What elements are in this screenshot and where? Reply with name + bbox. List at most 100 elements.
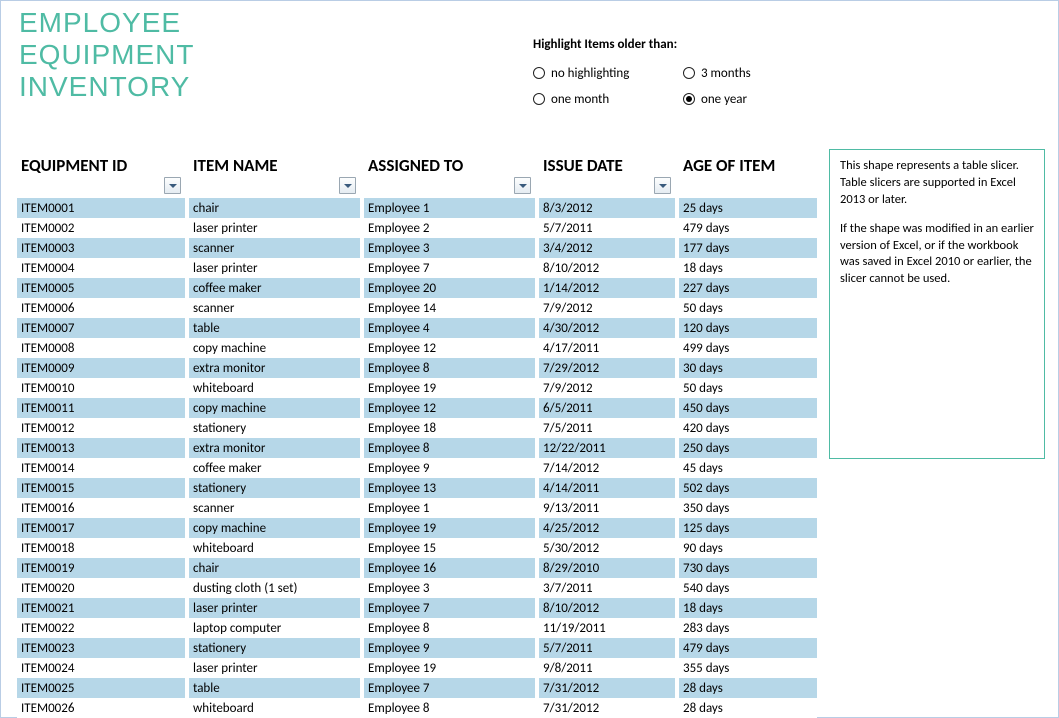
table-row[interactable]: ITEM0020dusting cloth (1 set)Employee 33… (17, 578, 817, 598)
table-cell[interactable]: Employee 19 (362, 378, 537, 398)
table-cell[interactable]: 1/14/2012 (537, 278, 677, 298)
table-cell[interactable]: scanner (187, 238, 362, 258)
table-row[interactable]: ITEM0022laptop computerEmployee 811/19/2… (17, 618, 817, 638)
table-row[interactable]: ITEM0014coffee makerEmployee 97/14/20124… (17, 458, 817, 478)
col-assigned-to[interactable]: ASSIGNED TO (362, 149, 537, 198)
radio-no-highlighting[interactable]: no highlighting (533, 62, 683, 84)
table-cell[interactable]: 4/14/2011 (537, 478, 677, 498)
table-cell[interactable]: 8/10/2012 (537, 598, 677, 618)
table-cell[interactable]: 8/29/2010 (537, 558, 677, 578)
table-cell[interactable]: 283 days (677, 618, 817, 638)
table-cell[interactable]: 502 days (677, 478, 817, 498)
table-cell[interactable]: 8/10/2012 (537, 258, 677, 278)
table-row[interactable]: ITEM0008copy machineEmployee 124/17/2011… (17, 338, 817, 358)
table-cell[interactable]: Employee 19 (362, 658, 537, 678)
table-cell[interactable]: stationery (187, 418, 362, 438)
table-cell[interactable]: ITEM0022 (17, 618, 187, 638)
table-cell[interactable]: ITEM0014 (17, 458, 187, 478)
table-cell[interactable]: ITEM0001 (17, 198, 187, 218)
table-cell[interactable]: 125 days (677, 518, 817, 538)
table-cell[interactable]: 5/30/2012 (537, 538, 677, 558)
table-cell[interactable]: laser printer (187, 218, 362, 238)
table-cell[interactable]: 25 days (677, 198, 817, 218)
table-cell[interactable]: 45 days (677, 458, 817, 478)
table-cell[interactable]: 120 days (677, 318, 817, 338)
table-cell[interactable]: scanner (187, 498, 362, 518)
table-cell[interactable]: 50 days (677, 378, 817, 398)
table-cell[interactable]: 50 days (677, 298, 817, 318)
table-cell[interactable]: chair (187, 558, 362, 578)
table-cell[interactable]: ITEM0021 (17, 598, 187, 618)
table-cell[interactable]: ITEM0012 (17, 418, 187, 438)
table-cell[interactable]: 250 days (677, 438, 817, 458)
col-equipment-id[interactable]: EQUIPMENT ID (17, 149, 187, 198)
table-cell[interactable]: ITEM0025 (17, 678, 187, 698)
table-cell[interactable]: Employee 2 (362, 218, 537, 238)
col-issue-date[interactable]: ISSUE DATE (537, 149, 677, 198)
table-cell[interactable]: Employee 7 (362, 678, 537, 698)
table-cell[interactable]: ITEM0016 (17, 498, 187, 518)
table-cell[interactable]: Employee 8 (362, 438, 537, 458)
table-cell[interactable]: ITEM0019 (17, 558, 187, 578)
table-cell[interactable]: 3/4/2012 (537, 238, 677, 258)
table-cell[interactable]: 479 days (677, 218, 817, 238)
table-cell[interactable]: Employee 8 (362, 358, 537, 378)
table-cell[interactable]: 9/13/2011 (537, 498, 677, 518)
table-cell[interactable]: Employee 18 (362, 418, 537, 438)
table-cell[interactable]: ITEM0003 (17, 238, 187, 258)
table-cell[interactable]: 8/3/2012 (537, 198, 677, 218)
table-cell[interactable]: chair (187, 198, 362, 218)
table-row[interactable]: ITEM0012stationeryEmployee 187/5/2011420… (17, 418, 817, 438)
filter-dropdown-icon[interactable] (339, 177, 356, 194)
table-cell[interactable]: ITEM0004 (17, 258, 187, 278)
table-cell[interactable]: 730 days (677, 558, 817, 578)
table-row[interactable]: ITEM0021laser printerEmployee 78/10/2012… (17, 598, 817, 618)
table-row[interactable]: ITEM0019chairEmployee 168/29/2010730 day… (17, 558, 817, 578)
table-cell[interactable]: copy machine (187, 338, 362, 358)
table-cell[interactable]: table (187, 318, 362, 338)
table-cell[interactable]: Employee 4 (362, 318, 537, 338)
table-cell[interactable]: whiteboard (187, 538, 362, 558)
table-cell[interactable]: Employee 19 (362, 518, 537, 538)
table-cell[interactable]: ITEM0010 (17, 378, 187, 398)
table-cell[interactable]: Employee 12 (362, 398, 537, 418)
table-cell[interactable]: 7/31/2012 (537, 698, 677, 718)
table-cell[interactable]: 12/22/2011 (537, 438, 677, 458)
table-cell[interactable]: 6/5/2011 (537, 398, 677, 418)
table-cell[interactable]: ITEM0015 (17, 478, 187, 498)
table-row[interactable]: ITEM0001chairEmployee 18/3/201225 days (17, 198, 817, 218)
table-cell[interactable]: Employee 8 (362, 618, 537, 638)
table-cell[interactable]: 3/7/2011 (537, 578, 677, 598)
table-row[interactable]: ITEM0025tableEmployee 77/31/201228 days (17, 678, 817, 698)
table-cell[interactable]: Employee 3 (362, 578, 537, 598)
table-cell[interactable]: 18 days (677, 598, 817, 618)
table-row[interactable]: ITEM0002laser printerEmployee 25/7/20114… (17, 218, 817, 238)
table-row[interactable]: ITEM0015stationeryEmployee 134/14/201150… (17, 478, 817, 498)
table-cell[interactable]: 4/25/2012 (537, 518, 677, 538)
table-cell[interactable]: coffee maker (187, 278, 362, 298)
table-cell[interactable]: Employee 13 (362, 478, 537, 498)
table-row[interactable]: ITEM0005coffee makerEmployee 201/14/2012… (17, 278, 817, 298)
table-cell[interactable]: 7/9/2012 (537, 298, 677, 318)
table-cell[interactable]: 7/5/2011 (537, 418, 677, 438)
table-cell[interactable]: Employee 1 (362, 198, 537, 218)
table-cell[interactable]: ITEM0006 (17, 298, 187, 318)
table-row[interactable]: ITEM0010whiteboardEmployee 197/9/201250 … (17, 378, 817, 398)
table-cell[interactable]: ITEM0018 (17, 538, 187, 558)
table-cell[interactable]: Employee 9 (362, 458, 537, 478)
table-cell[interactable]: ITEM0008 (17, 338, 187, 358)
table-cell[interactable]: extra monitor (187, 358, 362, 378)
table-cell[interactable]: 28 days (677, 678, 817, 698)
table-cell[interactable]: ITEM0017 (17, 518, 187, 538)
table-cell[interactable]: 7/9/2012 (537, 378, 677, 398)
table-cell[interactable]: ITEM0023 (17, 638, 187, 658)
table-cell[interactable]: Employee 8 (362, 698, 537, 718)
table-cell[interactable]: dusting cloth (1 set) (187, 578, 362, 598)
table-cell[interactable]: ITEM0005 (17, 278, 187, 298)
table-cell[interactable]: 4/17/2011 (537, 338, 677, 358)
table-cell[interactable]: 450 days (677, 398, 817, 418)
table-row[interactable]: ITEM0017copy machineEmployee 194/25/2012… (17, 518, 817, 538)
table-row[interactable]: ITEM0023stationeryEmployee 95/7/2011479 … (17, 638, 817, 658)
table-cell[interactable]: scanner (187, 298, 362, 318)
table-cell[interactable]: ITEM0011 (17, 398, 187, 418)
